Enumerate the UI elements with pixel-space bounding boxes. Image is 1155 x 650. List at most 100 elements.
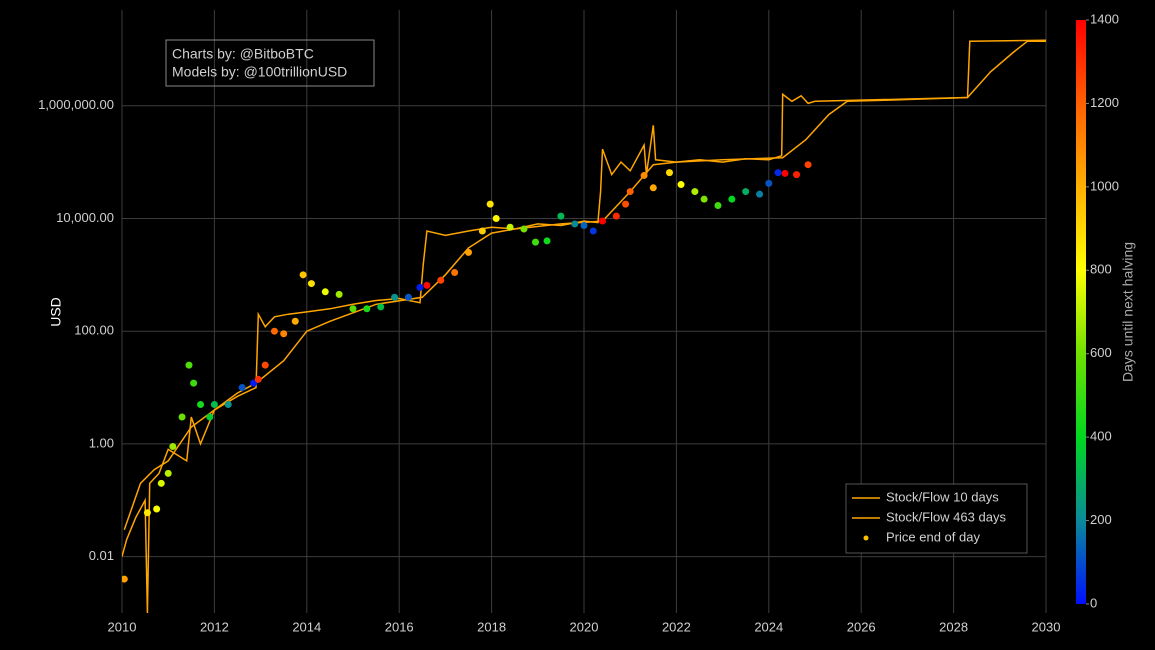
colorbar-tick-label: 800	[1090, 262, 1112, 277]
price-point	[404, 293, 412, 301]
line-series	[123, 40, 1046, 530]
y-tick-label: 1.00	[89, 435, 114, 450]
y-tick-label: 100.00	[74, 323, 114, 338]
price-point	[280, 330, 288, 338]
x-tick-label: 2022	[662, 619, 691, 634]
price-point	[531, 238, 539, 246]
price-point	[206, 413, 214, 421]
x-tick-label: 2014	[292, 619, 321, 634]
line-series	[122, 39, 1046, 613]
colorbar	[1076, 20, 1086, 604]
price-point	[691, 188, 699, 196]
x-tick-label: 2016	[385, 619, 414, 634]
price-point	[261, 361, 269, 369]
x-tick-label: 2010	[108, 619, 137, 634]
annotation: Models by: @100trillionUSD	[172, 64, 347, 80]
price-point	[677, 181, 685, 189]
price-point	[756, 190, 764, 198]
x-tick-label: 2024	[754, 619, 783, 634]
colorbar-title: Days until next halving	[1120, 242, 1136, 382]
price-point	[169, 442, 177, 450]
legend-swatch	[863, 535, 869, 541]
price-point	[665, 169, 673, 177]
x-tick-label: 2028	[939, 619, 968, 634]
price-point	[437, 276, 445, 284]
price-point	[416, 283, 424, 291]
price-point	[589, 227, 597, 235]
price-point	[793, 171, 801, 179]
colorbar-tick-label: 1000	[1090, 178, 1119, 193]
price-point	[299, 271, 307, 279]
price-point	[742, 188, 750, 196]
colorbar-tick-label: 200	[1090, 512, 1112, 527]
price-point	[774, 169, 782, 177]
price-point	[765, 179, 773, 187]
colorbar-tick-label: 0	[1090, 595, 1097, 610]
price-point	[478, 227, 486, 235]
price-point	[520, 225, 528, 233]
price-point	[598, 217, 606, 225]
price-point	[465, 248, 472, 256]
price-point	[291, 317, 299, 325]
price-point	[728, 195, 736, 203]
price-point	[714, 201, 722, 209]
price-point	[178, 413, 186, 421]
price-point	[377, 303, 385, 311]
price-point	[122, 575, 128, 583]
price-point	[700, 195, 708, 203]
price-point	[307, 280, 315, 288]
price-point	[543, 237, 551, 245]
price-point	[423, 281, 431, 289]
price-point	[580, 222, 588, 230]
price-point	[254, 375, 262, 383]
price-point	[649, 184, 657, 192]
legend-label: Stock/Flow 10 days	[886, 489, 999, 504]
price-point	[622, 200, 630, 208]
legend-label: Stock/Flow 463 days	[886, 509, 1006, 524]
price-point	[270, 327, 278, 335]
y-tick-label: 10,000.00	[56, 210, 114, 225]
x-tick-label: 2018	[477, 619, 506, 634]
annotation: Charts by: @BitboBTC	[172, 46, 314, 62]
price-point	[781, 169, 789, 177]
colorbar-tick-label: 400	[1090, 429, 1112, 444]
price-point	[157, 479, 165, 487]
price-point	[640, 171, 648, 179]
price-point	[250, 379, 258, 387]
colorbar-tick-label: 1400	[1090, 11, 1119, 26]
x-tick-label: 2012	[200, 619, 229, 634]
price-point	[224, 401, 232, 409]
colorbar-tick-label: 1200	[1090, 95, 1119, 110]
price-point	[210, 401, 218, 409]
price-point	[506, 223, 514, 231]
price-point	[492, 214, 500, 222]
price-point	[391, 293, 399, 301]
x-tick-label: 2026	[847, 619, 876, 634]
price-point	[164, 469, 172, 477]
price-point	[571, 220, 579, 228]
price-point	[238, 384, 246, 392]
price-point	[451, 269, 459, 277]
price-point	[363, 305, 371, 313]
price-point	[197, 401, 205, 409]
price-point	[349, 305, 357, 313]
price-point	[335, 290, 343, 298]
price-point	[190, 379, 198, 387]
y-tick-label: 1,000,000.00	[38, 97, 114, 112]
y-tick-label: 0.01	[89, 548, 114, 563]
price-point	[321, 288, 329, 296]
price-point	[143, 509, 151, 517]
price-point	[153, 505, 161, 513]
colorbar-tick-label: 600	[1090, 345, 1112, 360]
price-point	[557, 212, 565, 220]
x-tick-label: 2020	[570, 619, 599, 634]
price-point	[626, 188, 634, 196]
plot-area	[122, 39, 1046, 613]
annotation-box	[165, 39, 375, 87]
x-tick-label: 2030	[1032, 619, 1061, 634]
price-point	[612, 212, 620, 220]
price-point	[804, 161, 812, 169]
y-axis-title: USD	[48, 297, 64, 327]
price-point	[486, 200, 494, 208]
